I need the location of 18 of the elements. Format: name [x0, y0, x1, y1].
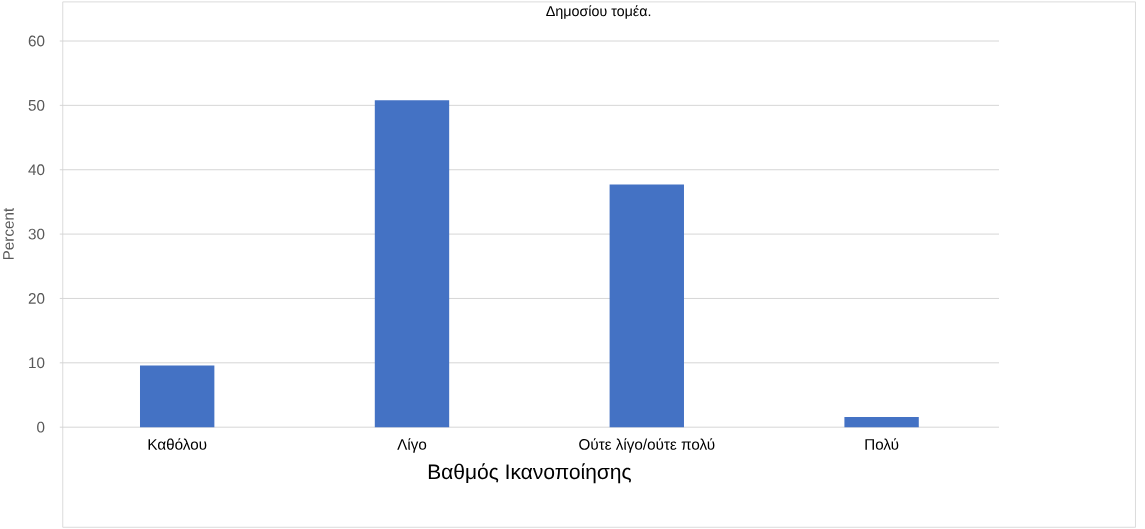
bar — [844, 416, 919, 428]
y-axis-title: Percent — [3, 207, 14, 260]
x-tick-label: Λίγο — [397, 438, 427, 453]
chart-title: Δημοσίου τομέα. — [546, 5, 651, 19]
y-tick-label: 0 — [37, 421, 45, 433]
bar — [609, 184, 684, 428]
y-tick-label: 10 — [29, 357, 45, 369]
y-tick-label: 50 — [28, 99, 45, 111]
y-tick-label: 40 — [28, 164, 45, 176]
y-tick-label: 60 — [28, 35, 45, 47]
x-tick-label: Πολύ — [865, 438, 899, 450]
x-tick-label: Ούτε λίγο/ούτε πολύ — [579, 438, 715, 453]
bar — [140, 365, 215, 428]
y-tick-label: 30 — [28, 228, 45, 240]
x-tick-label: Καθόλου — [148, 438, 207, 450]
bar — [374, 100, 450, 428]
x-axis-title: Βαθμός Ικανοποίησης — [428, 463, 631, 484]
y-tick-label: 20 — [28, 292, 45, 304]
